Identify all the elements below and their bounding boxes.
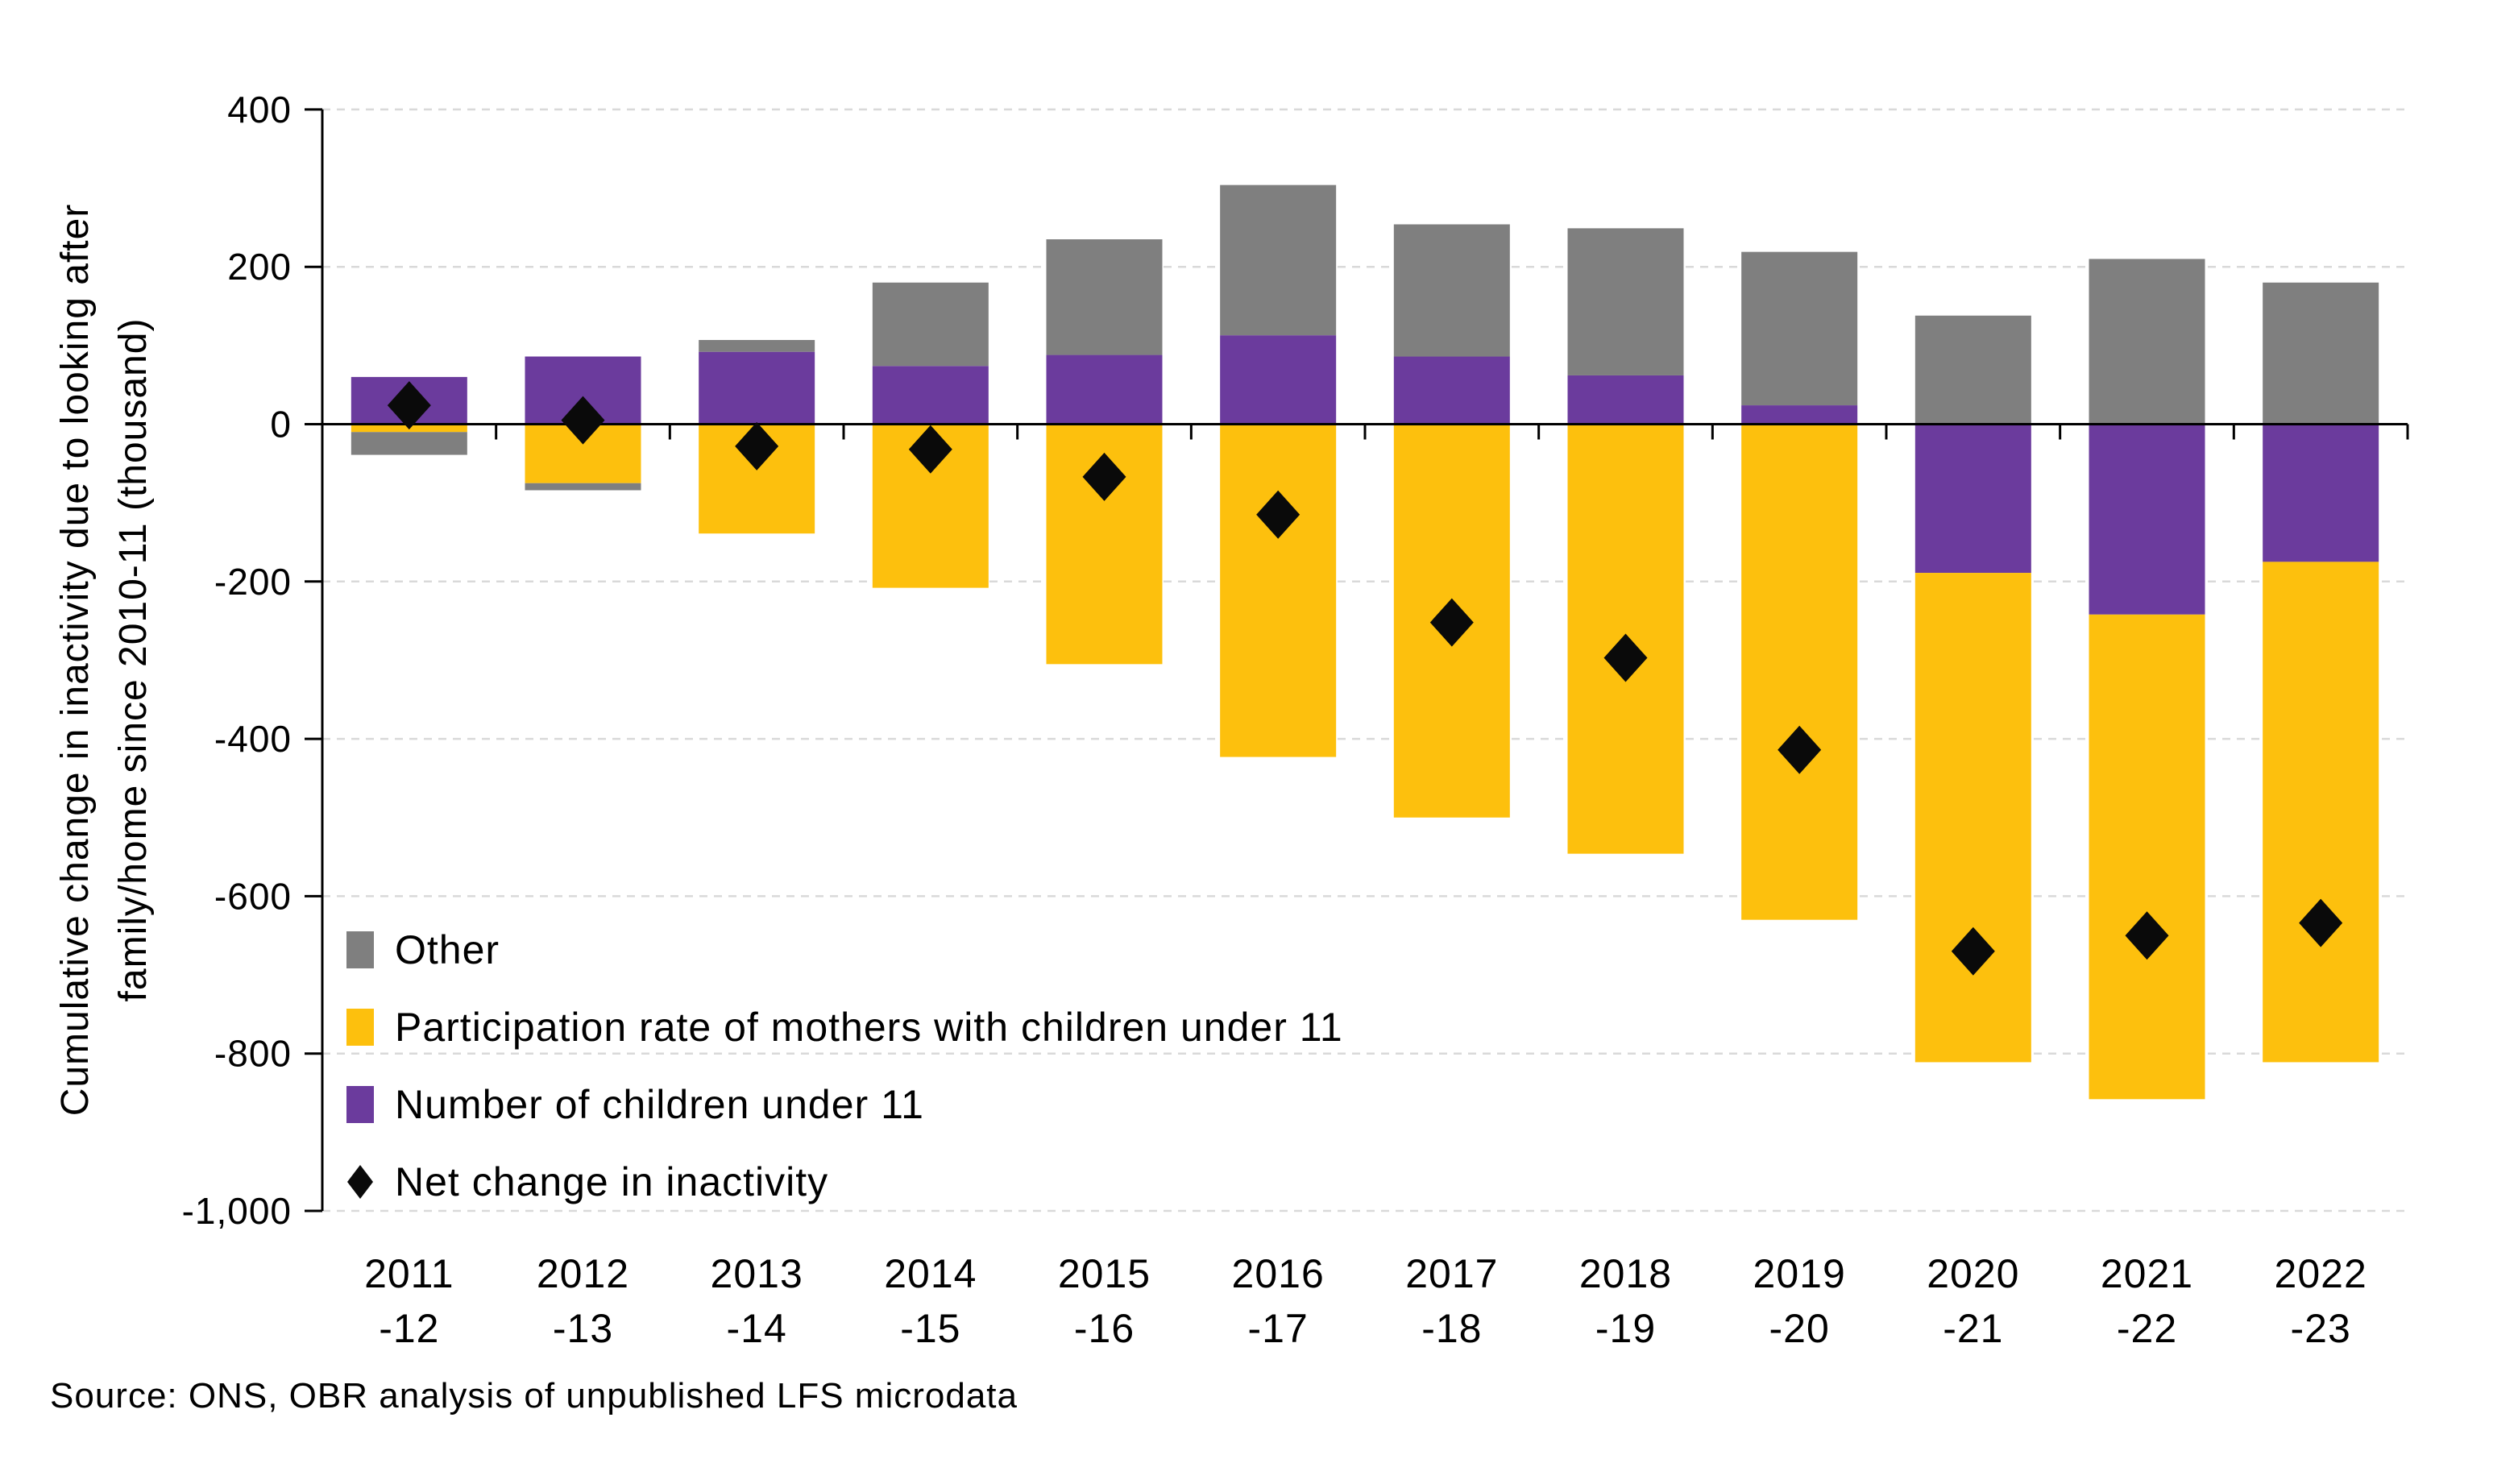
y-tick-label--1000: -1,000 xyxy=(182,1190,292,1232)
net-change-diamond-2022-23 xyxy=(2299,898,2343,947)
x-label-suffix-2016: -17 xyxy=(1248,1306,1309,1351)
y-tick-label--200: -200 xyxy=(214,561,292,603)
net-change-diamond-2017-18 xyxy=(1429,598,1474,647)
bar-segment-2014-15-gray xyxy=(872,282,989,367)
bar-segment-2022-23-yellow xyxy=(2263,562,2379,1063)
y-tick-label-400: 400 xyxy=(227,89,292,131)
children-swatch-icon xyxy=(346,1086,374,1123)
net-change-diamond-2014-15 xyxy=(908,425,952,474)
x-label-year-2021: 2021 xyxy=(2101,1251,2193,1296)
bar-segment-2019-20-yellow xyxy=(1741,424,1858,920)
bar-segment-2022-23-purple xyxy=(2263,424,2379,562)
other-swatch-icon xyxy=(346,931,374,968)
x-label-year-2016: 2016 xyxy=(1232,1251,1325,1296)
bar-segment-2016-17-gray xyxy=(1220,184,1337,336)
bar-segment-2018-19-gray xyxy=(1567,228,1684,375)
source-note: Source: ONS, OBR analysis of unpublished… xyxy=(50,1376,1018,1416)
x-label-suffix-2013: -14 xyxy=(727,1306,787,1351)
bar-segment-2017-18-gray xyxy=(1393,224,1510,357)
x-label-year-2014: 2014 xyxy=(884,1251,977,1296)
x-label-suffix-2020: -21 xyxy=(1943,1306,2003,1351)
legend-label: Number of children under 11 xyxy=(395,1082,924,1127)
x-label-year-2017: 2017 xyxy=(1405,1251,1498,1296)
bar-segment-2015-16-gray xyxy=(1046,239,1163,355)
legend-label: Participation rate of mothers with child… xyxy=(395,1005,1343,1050)
bar-segment-2011-12-gray xyxy=(351,432,467,455)
y-axis-title-line1: Cumulative change in inactivity due to l… xyxy=(54,203,97,1117)
bar-segment-2020-21-yellow xyxy=(1914,573,2031,1063)
net-change-diamond-2012-13 xyxy=(561,396,605,445)
bar-segment-2020-21-gray xyxy=(1914,315,2031,425)
net-change-diamond-2011-12 xyxy=(387,381,431,430)
bar-segment-2012-13-gray xyxy=(525,483,641,491)
legend-item-other: Other xyxy=(346,925,1343,975)
net-change-diamond-2020-21 xyxy=(1951,926,1995,976)
y-tick-label--400: -400 xyxy=(214,718,292,760)
legend-label: Net change in inactivity xyxy=(395,1159,829,1204)
x-label-suffix-2017: -18 xyxy=(1421,1306,1482,1351)
bar-segment-2016-17-yellow xyxy=(1220,424,1337,757)
legend-item-net-change: Net change in inactivity xyxy=(346,1157,1343,1207)
legend: Other Participation rate of mothers with… xyxy=(346,925,1343,1234)
x-label-suffix-2018: -19 xyxy=(1595,1306,1656,1351)
bar-segment-2016-17-purple xyxy=(1220,335,1337,425)
diamond-icon xyxy=(346,1163,374,1200)
x-label-suffix-2022: -23 xyxy=(2291,1306,2351,1351)
net-change-diamond-2016-17 xyxy=(1256,490,1300,539)
legend-label: Other xyxy=(395,927,500,972)
bar-segment-2017-18-purple xyxy=(1393,356,1510,425)
x-label-suffix-2011: -12 xyxy=(379,1306,439,1351)
bar-segment-2019-20-gray xyxy=(1741,251,1858,406)
x-label-year-2019: 2019 xyxy=(1753,1251,1846,1296)
net-change-diamond-2013-14 xyxy=(735,421,779,470)
bar-segment-2022-23-gray xyxy=(2263,282,2379,425)
x-label-year-2012: 2012 xyxy=(537,1251,629,1296)
x-label-year-2011: 2011 xyxy=(364,1251,454,1296)
x-label-suffix-2015: -16 xyxy=(1074,1306,1135,1351)
bar-segment-2018-19-purple xyxy=(1567,375,1684,425)
y-tick-label--600: -600 xyxy=(214,875,292,917)
bar-segment-2021-22-gray xyxy=(2089,259,2205,425)
participation-swatch-icon xyxy=(346,1009,374,1046)
bar-segment-2015-16-purple xyxy=(1046,354,1163,425)
x-label-year-2022: 2022 xyxy=(2275,1251,2367,1296)
net-change-diamond-2019-20 xyxy=(1778,725,1822,774)
x-label-suffix-2019: -20 xyxy=(1769,1306,1830,1351)
bar-segment-2021-22-purple xyxy=(2089,424,2205,615)
x-label-suffix-2014: -15 xyxy=(900,1306,960,1351)
legend-item-children-under-11: Number of children under 11 xyxy=(346,1080,1343,1130)
x-label-year-2018: 2018 xyxy=(1579,1251,1672,1296)
x-label-year-2020: 2020 xyxy=(1927,1251,2019,1296)
bar-segment-2019-20-purple xyxy=(1741,405,1858,425)
net-change-diamond-2015-16 xyxy=(1082,452,1126,501)
x-label-year-2013: 2013 xyxy=(711,1251,803,1296)
legend-item-participation-rate: Participation rate of mothers with child… xyxy=(346,1002,1343,1052)
x-label-year-2015: 2015 xyxy=(1058,1251,1151,1296)
x-label-suffix-2012: -13 xyxy=(553,1306,613,1351)
bar-segment-2013-14-purple xyxy=(699,351,815,425)
net-change-diamond-2021-22 xyxy=(2125,911,2169,960)
bar-segment-2013-14-gray xyxy=(699,340,815,352)
net-change-diamond-2018-19 xyxy=(1603,633,1648,682)
bar-segment-2021-22-yellow xyxy=(2089,614,2205,1100)
bar-segment-2014-15-purple xyxy=(872,366,989,425)
x-label-suffix-2021: -22 xyxy=(2117,1306,2177,1351)
y-axis-title-line2: family/home since 2010-11 (thousand) xyxy=(112,317,155,1002)
y-tick-label-0: 0 xyxy=(270,404,292,446)
bar-segment-2020-21-purple xyxy=(1914,424,2031,574)
y-tick-label-200: 200 xyxy=(227,246,292,288)
y-axis-title: Cumulative change in inactivity due to l… xyxy=(47,204,163,1117)
y-tick-label--800: -800 xyxy=(214,1033,292,1075)
